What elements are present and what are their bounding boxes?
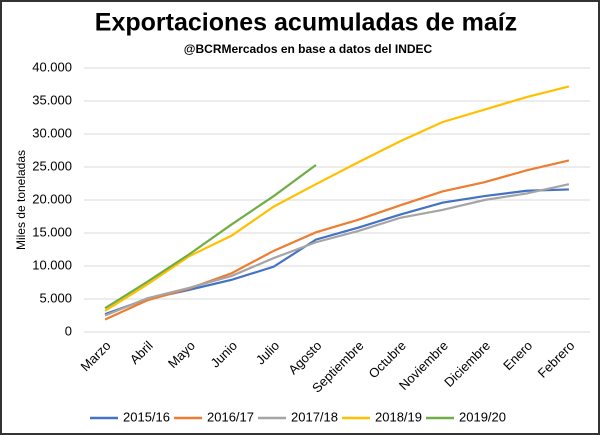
legend-label: 2019/20 bbox=[459, 409, 506, 424]
y-tick-label: 40.000 bbox=[32, 59, 72, 74]
y-tick-label: 0 bbox=[65, 323, 72, 338]
chart-subtitle: @BCRMercados en base a datos del INDEC bbox=[184, 42, 433, 56]
legend-label: 2016/17 bbox=[207, 409, 254, 424]
y-tick-label: 30.000 bbox=[32, 125, 72, 140]
y-tick-label: 35.000 bbox=[32, 92, 72, 107]
y-tick-label: 15.000 bbox=[32, 224, 72, 239]
chart-title: Exportaciones acumuladas de maíz bbox=[95, 9, 517, 37]
legend-label: 2015/16 bbox=[123, 409, 170, 424]
y-axis-label: Miles de toneladas bbox=[14, 150, 28, 250]
y-tick-label: 5.000 bbox=[39, 290, 72, 305]
legend-label: 2018/19 bbox=[375, 409, 422, 424]
y-tick-label: 10.000 bbox=[32, 257, 72, 272]
y-tick-label: 25.000 bbox=[32, 158, 72, 173]
series-line bbox=[104, 183, 570, 317]
y-tick-label: 20.000 bbox=[32, 191, 72, 206]
legend-label: 2017/18 bbox=[291, 409, 338, 424]
series-line bbox=[104, 164, 317, 310]
series-line bbox=[104, 85, 570, 312]
